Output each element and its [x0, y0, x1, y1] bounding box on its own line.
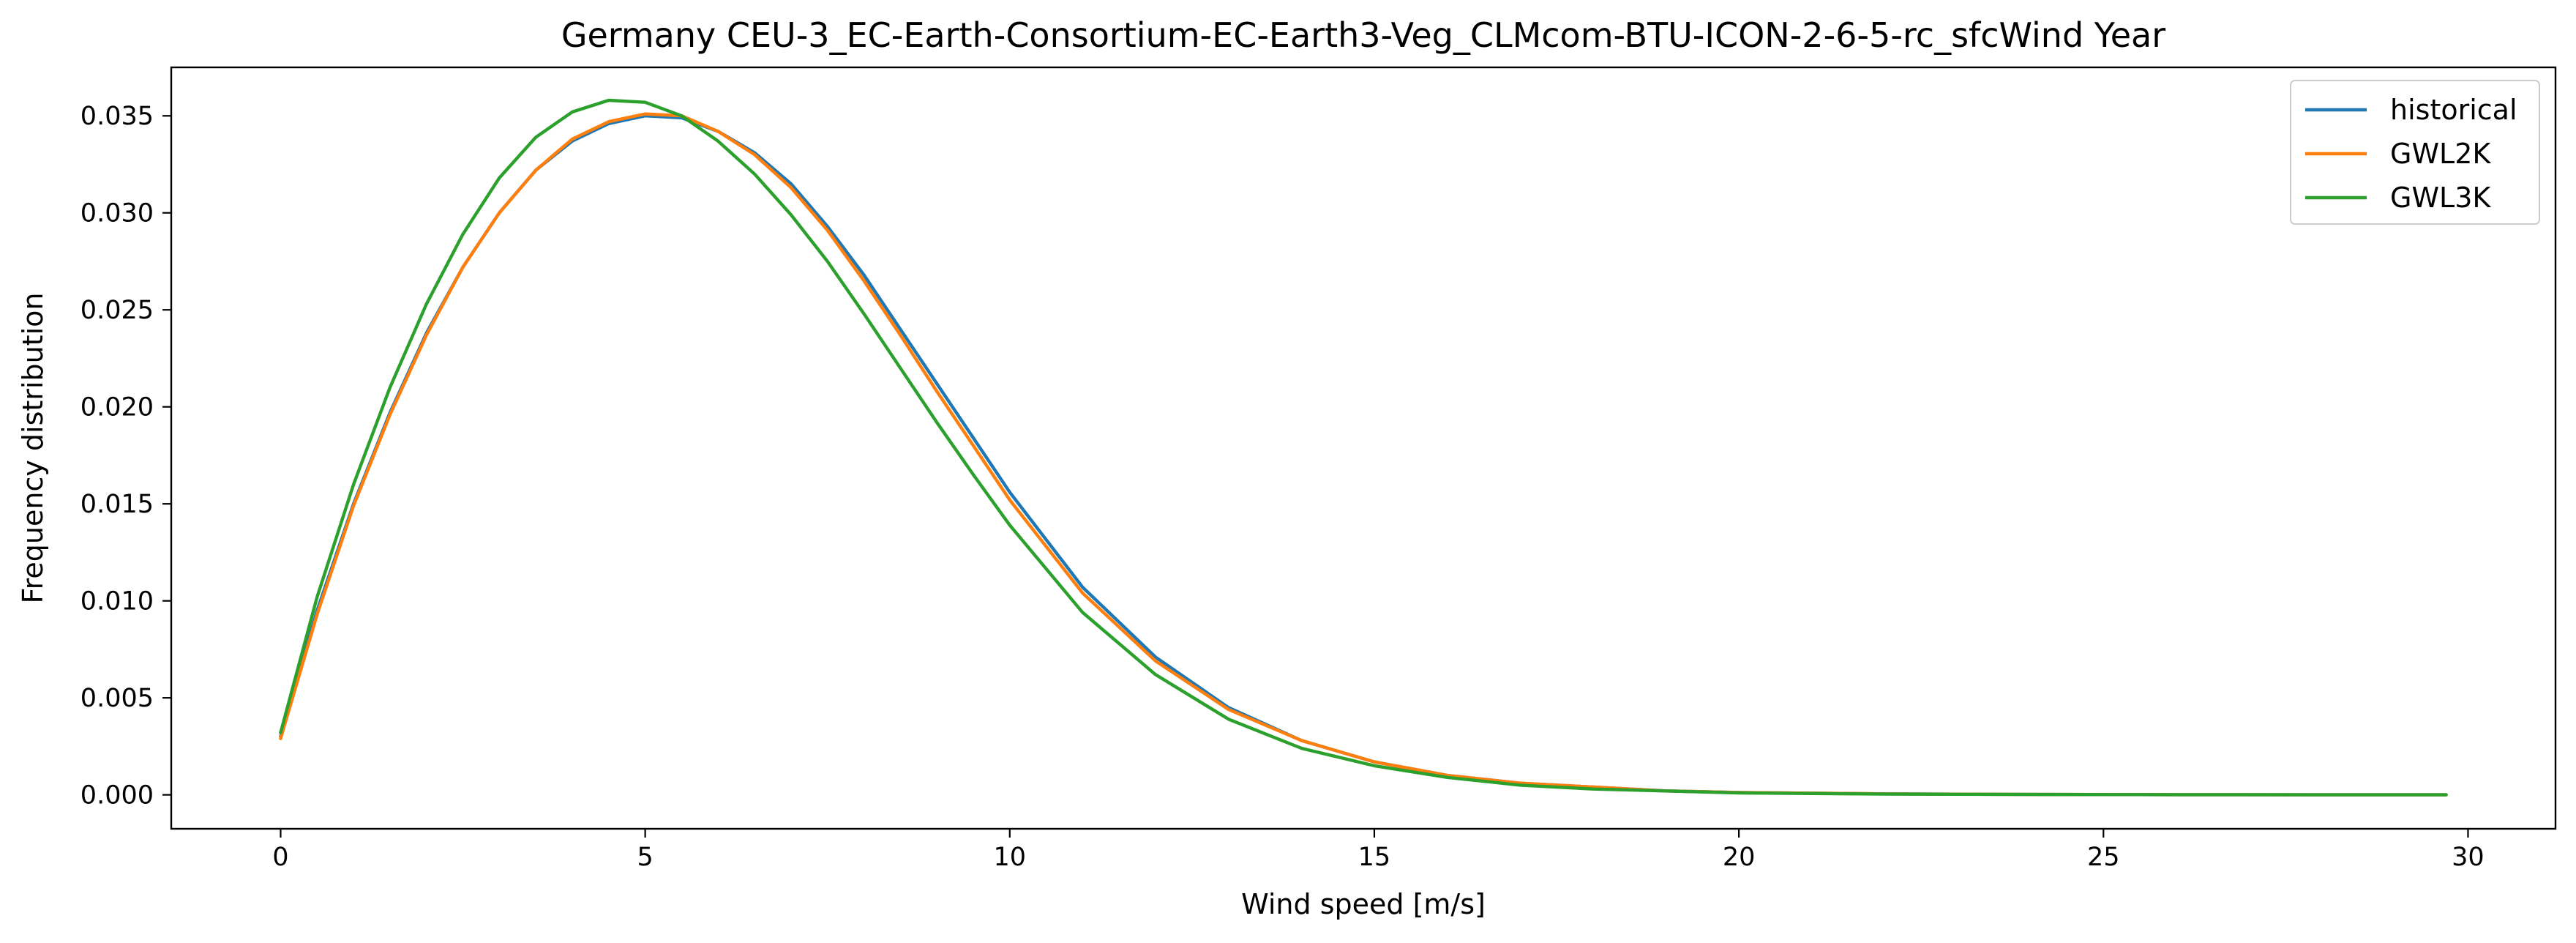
legend-label-historical: historical — [2390, 94, 2517, 126]
y-axis: 0.000 0.005 0.010 0.015 0.020 0.025 0.030 0.035 — [80, 102, 171, 810]
plot-area — [170, 66, 2557, 830]
x-axis: 0 5 10 15 20 25 30 — [272, 829, 2485, 872]
legend-frame — [2290, 80, 2540, 225]
chart-title: Germany CEU-3_EC-Earth-Consortium-EC-Ear… — [561, 15, 2165, 55]
legend-label-gwl2k: GWL2K — [2390, 138, 2491, 170]
x-tick-label: 0 — [272, 843, 288, 872]
x-tick-label: 25 — [2087, 843, 2120, 872]
legend: historical GWL2K GWL3K — [2290, 80, 2540, 225]
x-tick-label: 20 — [1723, 843, 1756, 872]
y-tick-label: 0.010 — [80, 587, 154, 616]
legend-items: historical GWL2K GWL3K — [2305, 94, 2517, 214]
x-tick-label: 30 — [2452, 843, 2485, 872]
series-layer — [279, 98, 2448, 797]
y-tick-label: 0.020 — [80, 393, 154, 422]
y-tick-label: 0.025 — [80, 296, 154, 325]
y-tick-label: 0.030 — [80, 199, 154, 228]
x-tick-label: 15 — [1358, 843, 1391, 872]
y-tick-label: 0.035 — [80, 102, 154, 131]
y-tick-label: 0.015 — [80, 490, 154, 519]
legend-label-gwl3k: GWL3K — [2390, 182, 2491, 214]
series-line-gwl3k — [279, 98, 2448, 797]
y-tick-label: 0.000 — [80, 781, 154, 810]
y-tick-label: 0.005 — [80, 684, 154, 713]
x-tick-label: 5 — [637, 843, 653, 872]
y-axis-title: Frequency distribution — [17, 293, 49, 604]
x-tick-label: 10 — [994, 843, 1027, 872]
x-axis-title: Wind speed [m/s] — [1241, 888, 1486, 920]
plot-frame — [170, 66, 2557, 830]
